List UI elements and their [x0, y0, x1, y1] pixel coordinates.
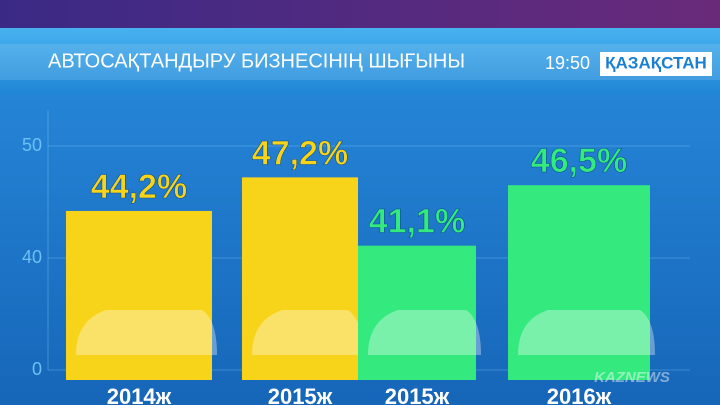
clock: 19:50: [545, 53, 590, 73]
channel-logo: ҚАЗАҚСТАН: [605, 53, 707, 72]
bar: [508, 185, 650, 380]
x-tick-label: 2015ж: [385, 384, 450, 405]
value-label: 44,2%: [91, 168, 187, 206]
car-silhouette: [368, 310, 481, 355]
x-tick-label: 2014ж: [107, 384, 172, 405]
car-silhouette: [76, 310, 217, 355]
y-tick-label: 0: [32, 359, 42, 379]
watermark: KAZNEWS: [594, 369, 670, 386]
x-tick-label: 2015ж: [268, 384, 333, 405]
logo-box: [600, 52, 712, 76]
car-silhouette: [518, 310, 655, 355]
value-label: 46,5%: [531, 142, 627, 180]
car-silhouette: [252, 310, 363, 355]
bar: [358, 245, 476, 380]
chart-title: АВТОСАҚТАНДЫРУ БИЗНЕСІНІҢ ШЫҒЫНЫ: [48, 50, 465, 72]
bar: [66, 210, 212, 380]
y-tick-label: 50: [22, 135, 42, 155]
value-label: 47,2%: [252, 134, 348, 172]
value-label: 41,1%: [369, 203, 465, 241]
x-tick-label: 2016ж: [547, 384, 612, 405]
top-band: [0, 0, 720, 28]
y-tick-label: 40: [22, 247, 42, 267]
bar: [242, 177, 358, 380]
